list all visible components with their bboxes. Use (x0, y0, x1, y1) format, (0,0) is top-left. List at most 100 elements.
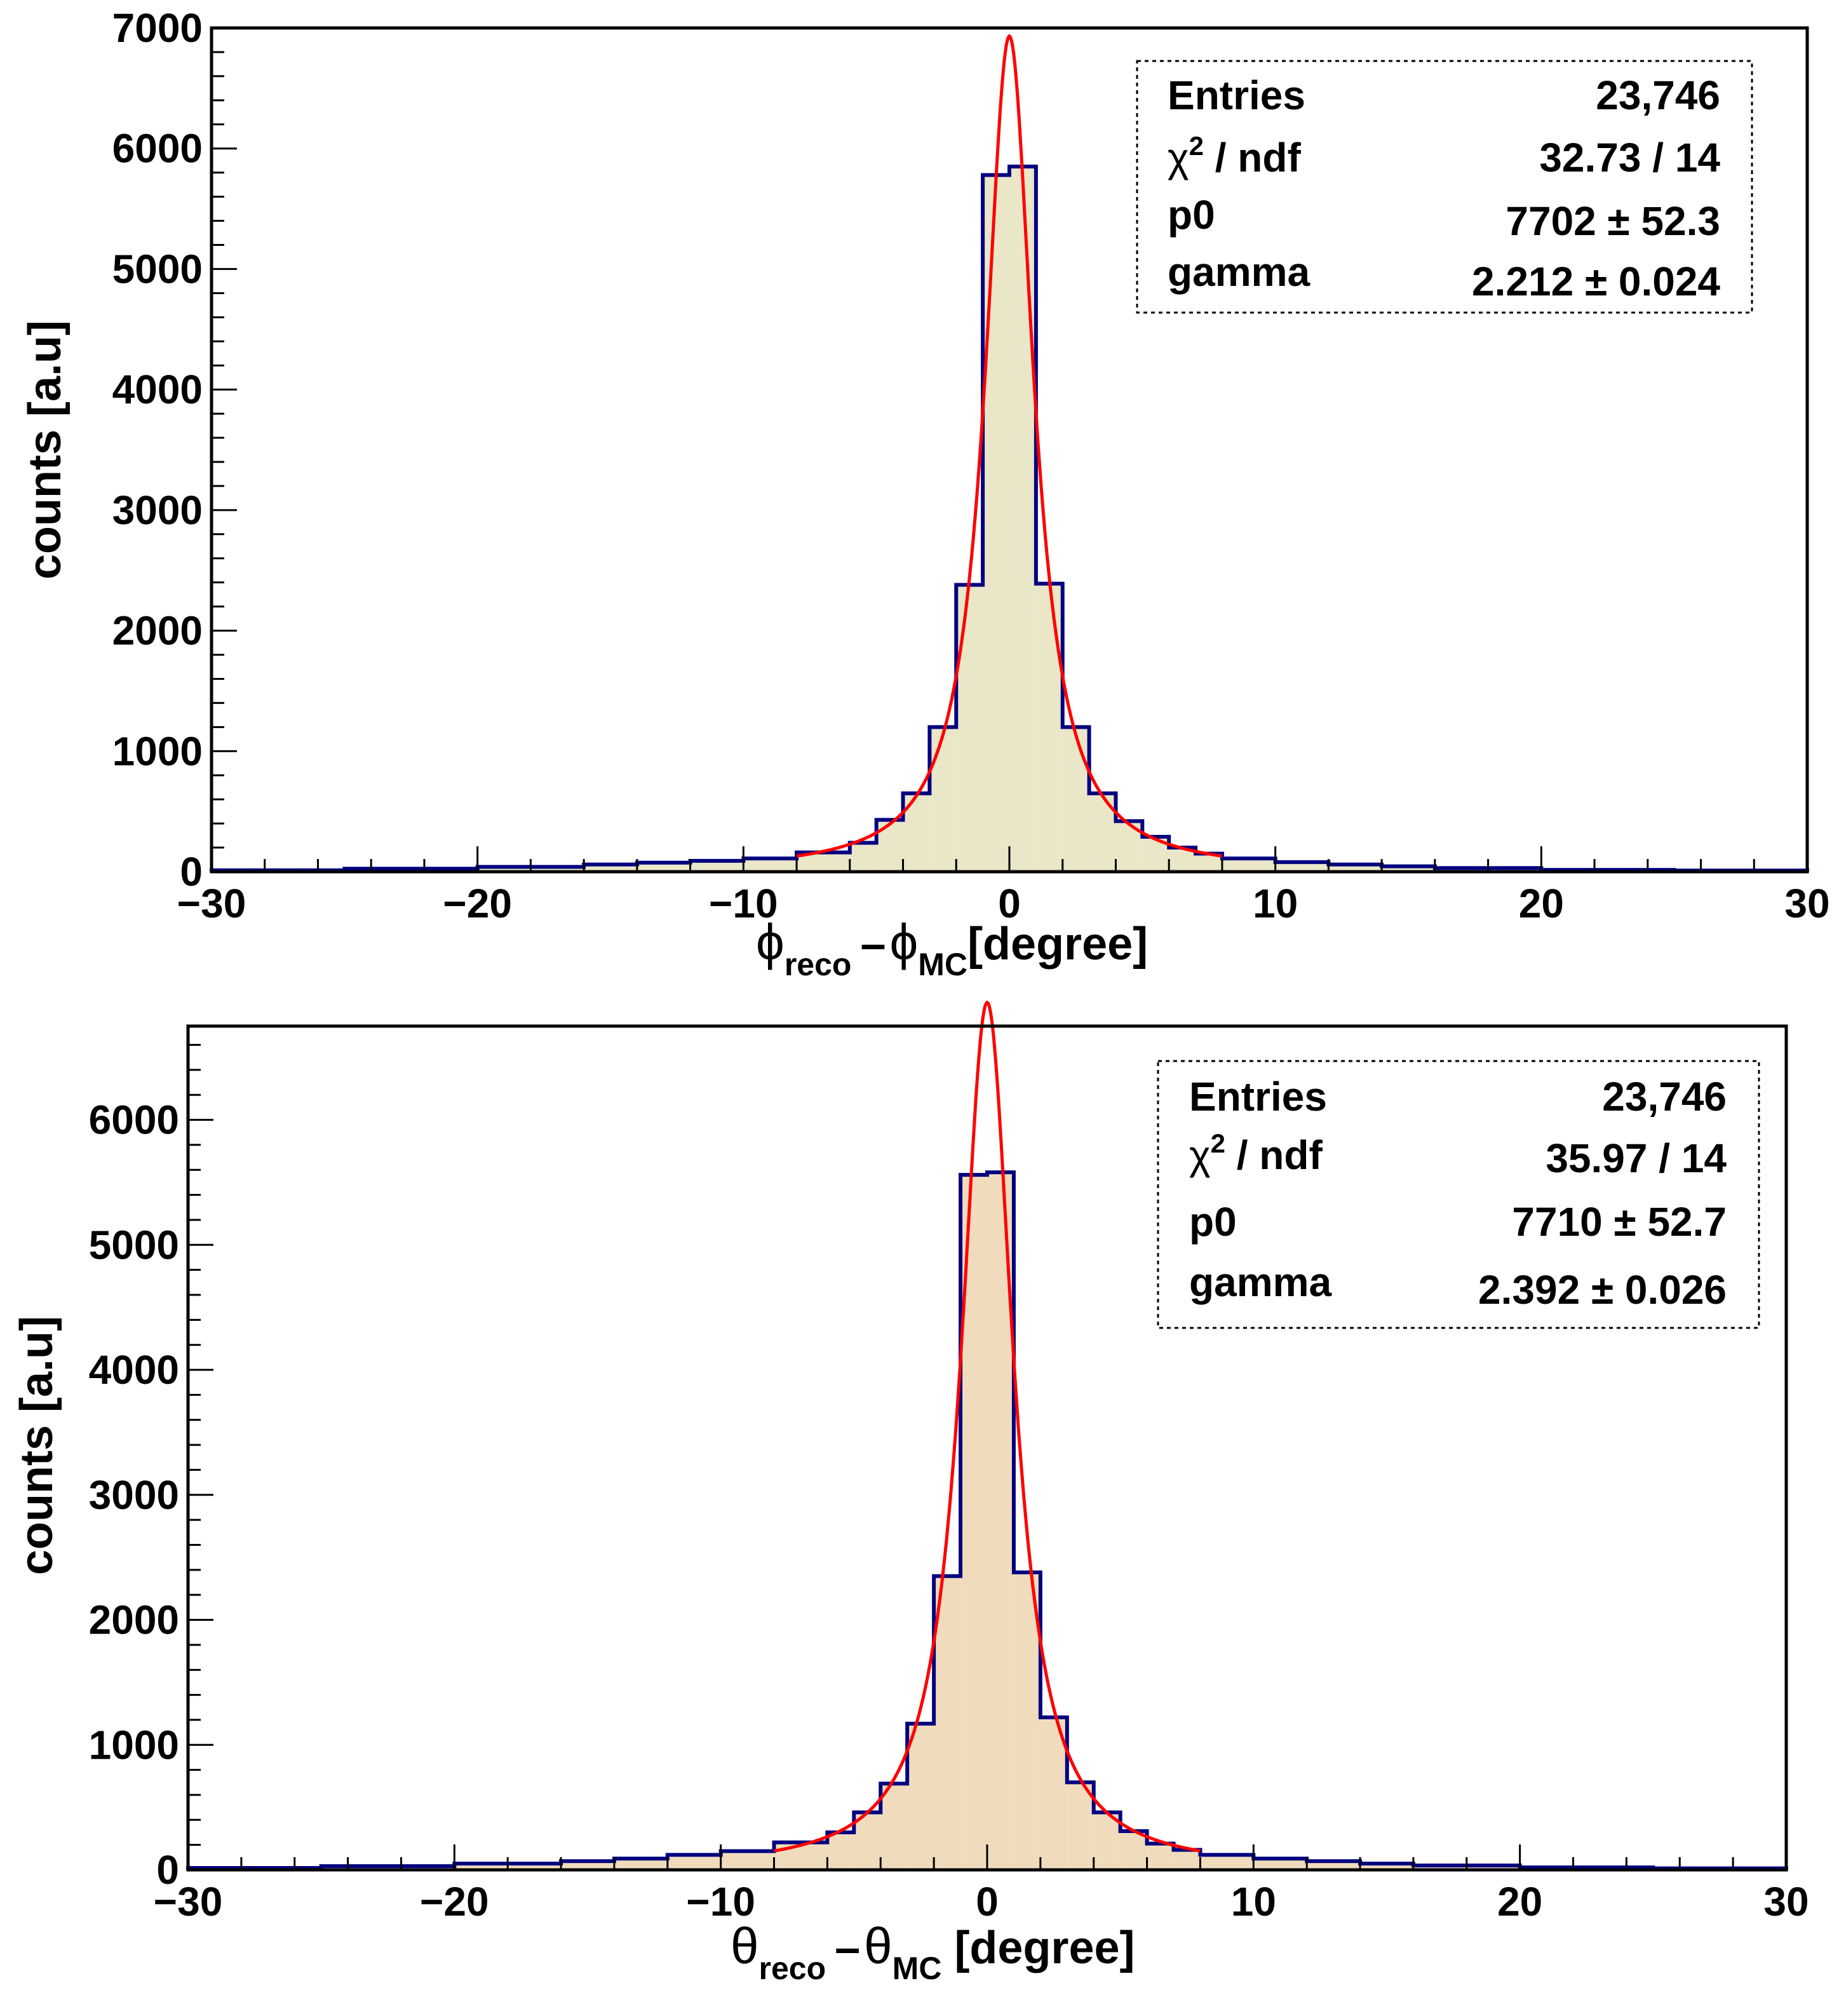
theta-histogram-bin (667, 1855, 721, 1870)
theta-x-axis-title: θreco –θMC [degree] (731, 1918, 1135, 1986)
theta-stat-p0-value: 7710 ± 52.7 (1512, 1199, 1727, 1245)
theta-stat-gamma-value: 2.392 ± 0.026 (1478, 1267, 1727, 1313)
phi-histogram-bin (1328, 864, 1382, 872)
theta-x-tick-label: −30 (154, 1879, 223, 1925)
theta-stats-box: Entries 23,746 χ2 / ndf 35.97 / 14 p0 77… (1157, 1060, 1760, 1329)
theta-stats-frame (1157, 1060, 1760, 1329)
phi-histogram-bin (983, 175, 1009, 872)
theta-plot-frame (186, 1024, 1788, 1872)
phi-x-tick-label: 30 (1784, 881, 1829, 926)
phi-histogram-bin (849, 842, 877, 872)
theta-histogram-bin (907, 1723, 934, 1870)
theta-histogram-bin (1253, 1858, 1307, 1870)
phi-histogram-bin (1035, 583, 1063, 872)
phi-resolution-panel: counts [a.u] ϕreco –ϕMC[degree] Entries 2… (20, 5, 1830, 982)
phi-stat-entries-label: Entries (1168, 72, 1305, 118)
theta-stat-gamma-label: gamma (1189, 1259, 1332, 1305)
theta-x-tick-label: −10 (686, 1879, 755, 1925)
phi-histogram-bin (1089, 793, 1116, 872)
phi-histogram-bin (1382, 866, 1435, 872)
phi-plot-area (210, 27, 1809, 873)
theta-histogram-bin (774, 1842, 828, 1870)
theta-y-tick-label: 0 (156, 1847, 179, 1893)
phi-y-tick-label: 2000 (112, 608, 203, 654)
phi-stat-gamma-label: gamma (1168, 249, 1310, 295)
theta-histogram-bin (827, 1832, 854, 1870)
phi-x-axis-title: ϕreco –ϕMC[degree] (756, 914, 1148, 982)
theta-y-tick-label: 1000 (89, 1722, 179, 1768)
theta-histogram-bin (1147, 1843, 1174, 1870)
theta-histogram-bin (880, 1783, 908, 1870)
theta-fit-curve (774, 1000, 1201, 1853)
theta-histogram-bin (1200, 1855, 1254, 1870)
phi-fit-curve (796, 34, 1223, 858)
theta-x-tick-label: 20 (1497, 1879, 1542, 1925)
phi-histogram-bin (690, 860, 744, 872)
theta-y-tick-label: 2000 (89, 1597, 179, 1643)
phi-stat-entries-value: 23,746 (1596, 72, 1720, 118)
theta-histogram-bin (854, 1812, 881, 1870)
phi-y-tick-label: 5000 (112, 246, 203, 292)
theta-x-tick-label: 30 (1763, 1879, 1809, 1925)
theta-histogram-bin (1307, 1861, 1361, 1870)
theta-resolution-panel: counts [a.u] θreco –θMC [degree] Entries 2… (11, 1000, 1809, 1986)
phi-histogram-bin (929, 727, 957, 872)
phi-x-tick-label: 20 (1519, 881, 1564, 926)
theta-histogram-bin (1093, 1812, 1121, 1870)
theta-stat-chi2-value: 35.97 / 14 (1546, 1135, 1727, 1181)
theta-y-tick-label: 4000 (89, 1347, 179, 1393)
theta-plot-area (186, 1000, 1788, 1871)
theta-histogram-bin (1067, 1782, 1094, 1870)
phi-y-tick-label: 3000 (112, 487, 203, 533)
phi-stat-gamma-value: 2.212 ± 0.024 (1472, 259, 1720, 304)
theta-x-tick-label: 10 (1231, 1879, 1276, 1925)
theta-histogram-bin (1120, 1831, 1147, 1870)
phi-histogram-bin (1062, 727, 1089, 872)
phi-histogram-bin (743, 858, 797, 872)
theta-histogram-bin (934, 1576, 961, 1870)
theta-histogram-bin (614, 1858, 668, 1870)
phi-stat-p0-value: 7702 ± 52.3 (1506, 198, 1720, 244)
theta-y-tick-label: 5000 (89, 1222, 179, 1268)
phi-histogram-bin (903, 793, 930, 872)
phi-x-tick-label: 10 (1253, 881, 1298, 926)
theta-histogram-bin (1173, 1850, 1201, 1870)
phi-x-tick-label: −30 (177, 881, 246, 926)
phi-x-tick-label: 0 (998, 881, 1021, 926)
phi-y-tick-label: 0 (180, 849, 203, 895)
phi-x-tick-label: −20 (443, 881, 512, 926)
phi-histogram-bin (876, 820, 903, 872)
phi-plot-frame (210, 26, 1809, 874)
phi-histogram-bin (584, 864, 637, 872)
phi-stat-chi2-value: 32.73 / 14 (1539, 135, 1720, 180)
phi-histogram-bin (956, 585, 983, 872)
phi-histogram-bin (1222, 858, 1276, 872)
phi-stat-chi2-label: χ2 / ndf (1168, 131, 1301, 180)
phi-y-tick-label: 1000 (112, 728, 203, 774)
theta-x-tick-label: −20 (420, 1879, 489, 1925)
phi-stats-frame (1136, 60, 1753, 314)
phi-stats-box: Entries 23,746 χ2 / ndf 32.73 / 14 p0 77… (1136, 60, 1753, 314)
phi-y-tick-label: 4000 (112, 367, 203, 412)
theta-y-tick-label: 6000 (89, 1097, 179, 1143)
theta-stat-entries-value: 23,746 (1602, 1074, 1727, 1120)
phi-x-tick-label: −10 (709, 881, 778, 926)
theta-histogram-outline (186, 1170, 1788, 1871)
theta-stat-entries-label: Entries (1189, 1074, 1327, 1120)
theta-histogram-bin (720, 1851, 774, 1870)
theta-stat-chi2-label: χ2 / ndf (1189, 1128, 1323, 1178)
phi-y-tick-label: 7000 (112, 5, 203, 51)
theta-histogram-bin (1360, 1864, 1413, 1870)
phi-y-axis-title: counts [a.u] (20, 320, 71, 579)
theta-y-axis-title: counts [a.u] (11, 1316, 62, 1575)
phi-histogram-bin (1275, 862, 1329, 872)
theta-histogram-bin (561, 1861, 614, 1870)
phi-histogram-bin (1009, 166, 1036, 872)
phi-stat-p0-label: p0 (1168, 192, 1215, 238)
theta-x-tick-label: 0 (976, 1879, 999, 1925)
theta-stat-p0-label: p0 (1189, 1199, 1237, 1245)
phi-histogram-bin (637, 862, 690, 872)
theta-y-tick-label: 3000 (89, 1472, 179, 1518)
phi-y-tick-label: 6000 (112, 126, 203, 172)
